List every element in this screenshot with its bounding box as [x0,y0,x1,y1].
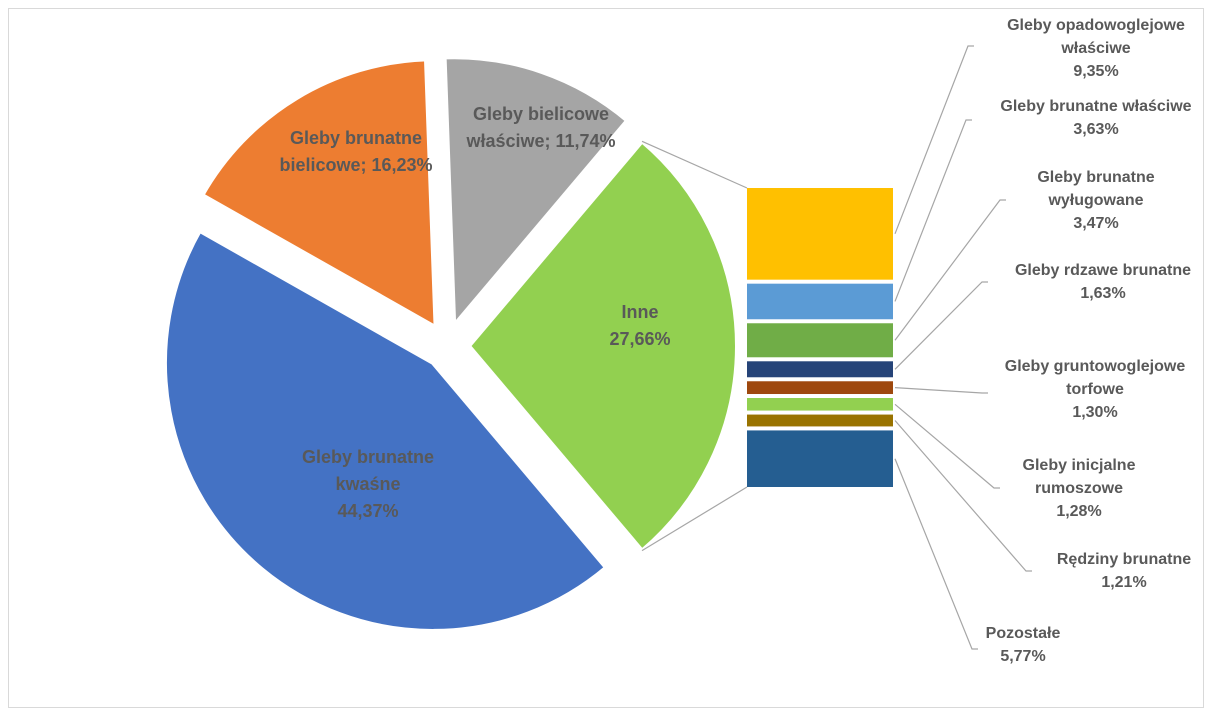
bar-label-line: wyługowane [1047,192,1143,209]
leader-line-rdzawe_brunatne [894,281,988,370]
pie-label-line: Inne [621,302,658,322]
leader-line-pozostale [894,458,978,650]
bar-label-line: torfowe [1066,381,1124,398]
bar-label-line: 1,21% [1101,574,1146,591]
bar-label-line: 9,35% [1073,63,1118,80]
pie-slice-brunatne_bielicowe [199,57,438,331]
pie-label-inne: Inne 27,66% [609,302,670,349]
pie-label-line: właściwe; 11,74% [465,131,615,151]
pie-label-line: bielicowe; 16,23% [279,155,432,175]
pie-label-line: Gleby brunatne [302,447,434,467]
leader-line-inicjalne_rumoszowe [894,403,1000,489]
bar-segment-opadowoglejowe [747,188,893,280]
bar-label-line: właściwe [1060,40,1130,57]
bar-label-line: Gleby rdzawe brunatne [1015,262,1191,279]
bar-label-opadowoglejowe: Gleby opadowoglejowe właściwe 9,35% [1007,17,1185,80]
bar-label-rendziny_brunatne: Rędziny brunatne 1,21% [1057,551,1191,591]
pie-label-bielicowe_wlasciwe: Gleby bielicowe właściwe; 11,74% [465,104,615,151]
pie-slice-inne [466,138,739,554]
bar-label-line: Gleby gruntowoglejowe [1005,358,1186,375]
label-layer: Inne 27,66%Gleby brunatne kwaśne 44,37%Gleb… [279,17,1191,665]
bar-label-line: 1,28% [1056,503,1101,520]
bar-label-brunatne_wylugowane: Gleby brunatne wyługowane 3,47% [1037,169,1154,232]
pie-label-brunatne_kwasne: Gleby brunatne kwaśne 44,37% [302,447,434,521]
bar-label-line: 1,63% [1080,285,1125,302]
bar-label-line: 3,47% [1073,215,1118,232]
bar-label-line: Pozostałe [986,625,1061,642]
bar-segment-rdzawe_brunatne [747,361,893,378]
pie-label-line: Gleby bielicowe [473,104,609,124]
bar-label-rdzawe_brunatne: Gleby rdzawe brunatne 1,63% [1015,262,1191,302]
bar-label-line: Gleby opadowoglejowe [1007,17,1185,34]
bar-segment-brunatne_wylugowane [747,323,893,358]
pie-label-brunatne_bielicowe: Gleby brunatne bielicowe; 16,23% [279,128,432,175]
leader-line-brunatne_wylugowane [894,199,1006,341]
bar-label-line: Gleby brunatne właściwe [1000,98,1191,115]
bar-label-line: 1,30% [1072,404,1117,421]
bar-segment-pozostale [747,430,893,487]
bar-label-brunatne_wlasciwe: Gleby brunatne właściwe 3,63% [1000,98,1191,138]
leader-layer [894,45,1032,650]
leader-line-gruntowoglejowe_torfowe [894,387,988,394]
bar-label-line: Rędziny brunatne [1057,551,1191,568]
bar-segment-brunatne_wlasciwe [747,283,893,320]
chart-root: Inne 27,66% Gleby brunatne kwaśne 44,37% Gleb… [8,8,1204,708]
pie-label-line: kwaśne [335,474,400,494]
pie-label-line: Gleby brunatne [290,128,422,148]
bar-label-line: 5,77% [1000,648,1045,665]
bar-segment-inicjalne_rumoszowe [747,398,893,411]
bar-label-gruntowoglejowe_torfowe: Gleby gruntowoglejowe torfowe 1,30% [1005,358,1186,421]
pie-slice-bielicowe_wlasciwe [442,55,631,331]
pie-slice-brunatne_kwasne [162,228,609,633]
connector-line-top [641,140,748,189]
connector-layer [641,140,748,552]
bar-label-line: Gleby inicjalne [1023,457,1136,474]
bar-segment-gruntowoglejowe_torfowe [747,381,893,395]
pie-label-line: 27,66% [609,329,670,349]
pie-label-line: 44,37% [337,501,398,521]
bar-layer [747,188,893,487]
pie-layer [162,55,739,633]
bar-label-pozostale: Pozostałe 5,77% [986,625,1061,665]
bar-label-line: 3,63% [1073,121,1118,138]
bar-label-line: rumoszowe [1035,480,1123,497]
bar-label-inicjalne_rumoszowe: Gleby inicjalne rumoszowe 1,28% [1023,457,1136,520]
leader-line-brunatne_wlasciwe [894,119,972,302]
bar-of-pie-chart: Inne 27,66%Gleby brunatne kwaśne 44,37%Gleb… [162,17,1192,665]
bar-segment-rendziny_brunatne [747,414,893,427]
connector-line-bottom [641,486,748,552]
leader-line-rendziny_brunatne [894,420,1032,572]
bar-label-line: Gleby brunatne [1037,169,1154,186]
leader-line-opadowoglejowe [894,45,974,235]
